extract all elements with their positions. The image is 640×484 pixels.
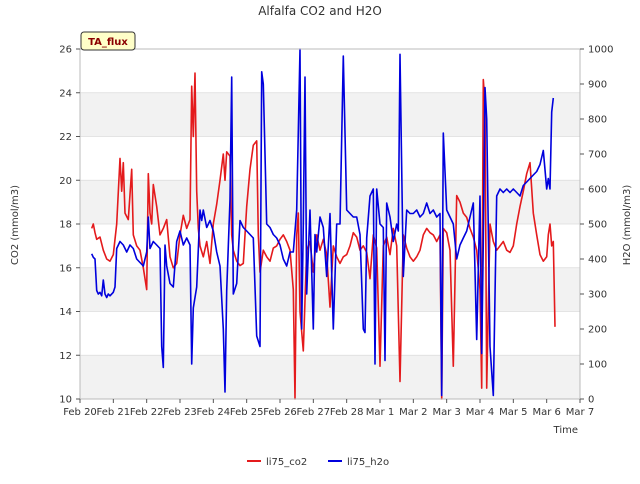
x-tick-label: Feb 20 [63,407,97,418]
x-tick-label: Feb 25 [230,407,264,418]
left-y-tick-label: 12 [59,351,72,362]
x-tick-label: Feb 26 [263,407,297,418]
series-lines [90,48,556,400]
legend-label-h2o: li75_h2o [347,457,389,468]
left-y-tick-label: 22 [59,132,72,143]
plot-band [80,92,580,137]
x-tick-label: Feb 21 [97,407,131,418]
site-badge-label: TA_flux [88,37,128,48]
x-axis-label: Time [553,425,578,436]
x-tick-label: Mar 5 [499,407,527,418]
right-y-axis-label: H2O (mmol/m3) [622,185,633,266]
right-y-tick-label: 200 [588,325,607,336]
plot-band [80,355,580,399]
x-tick-label: Mar 2 [399,407,427,418]
site-badge-box [80,31,136,51]
right-y-tick-label: 800 [588,115,607,126]
x-tick-label: Feb 22 [130,407,164,418]
x-tick-label: Mar 4 [466,407,494,418]
series-line-li75_co2 [90,72,556,400]
chart-title: Alfalfa CO2 and H2O [258,4,382,18]
x-axis-ticks: Feb 20 Feb 21 Feb 22 Feb 23 Feb 24 Feb 25 Feb … [63,399,594,418]
left-y-axis-label: CO2 (mmol/m3) [10,185,21,265]
plot-bands [80,92,580,399]
left-y-tick-label: 14 [59,307,72,318]
legend-label-co2: li75_co2 [266,457,307,468]
series-line-li75_h2o [90,48,555,397]
right-y-tick-label: 1000 [588,45,613,56]
legend: li75_co2 li75_h2o [247,457,389,468]
left-y-axis-ticks: 10 12 14 16 18 20 22 24 26 [59,45,80,406]
right-y-tick-label: 0 [588,395,594,406]
left-y-tick-label: 20 [59,176,72,187]
right-y-tick-label: 300 [588,290,607,301]
right-y-tick-label: 100 [588,360,607,371]
left-y-tick-label: 24 [59,88,72,99]
left-y-tick-label: 10 [59,395,72,406]
right-y-tick-label: 700 [588,150,607,161]
x-tick-label: Feb 28 [330,407,364,418]
right-y-tick-label: 400 [588,255,607,266]
right-y-tick-label: 500 [588,220,607,231]
left-y-tick-label: 18 [59,220,72,231]
x-tick-label: Feb 23 [163,407,197,418]
site-badge: TA_flux [80,31,136,51]
x-tick-label: Feb 27 [297,407,331,418]
x-tick-label: Mar 3 [432,407,460,418]
x-tick-label: Mar 6 [532,407,560,418]
left-y-tick-label: 26 [59,45,72,56]
x-tick-label: Feb 24 [197,407,231,418]
right-y-axis-ticks: 0 100 200 300 400 500 600 700 800 900 1000 [580,45,613,406]
x-tick-label: Mar 7 [566,407,594,418]
right-y-tick-label: 600 [588,185,607,196]
right-y-tick-label: 900 [588,80,607,91]
x-tick-label: Mar 1 [366,407,394,418]
left-y-tick-label: 16 [59,263,72,274]
